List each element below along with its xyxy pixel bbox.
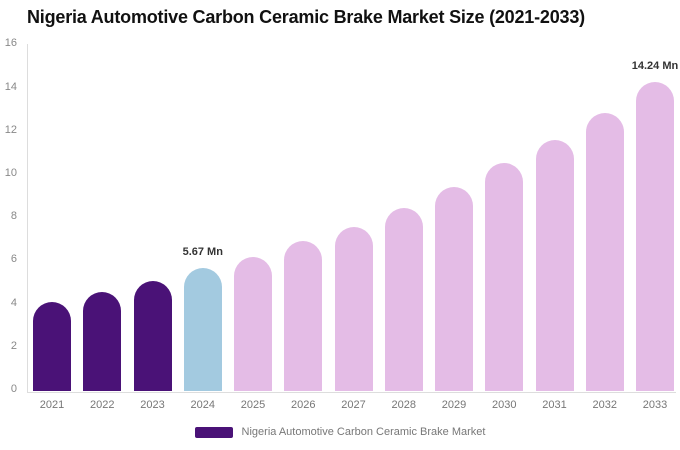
bar-2024 bbox=[183, 268, 222, 391]
x-tick-label-2031: 2031 bbox=[542, 399, 567, 411]
legend-item[interactable]: Nigeria Automotive Carbon Ceramic Brake … bbox=[194, 426, 486, 438]
legend-label: Nigeria Automotive Carbon Ceramic Brake … bbox=[241, 426, 486, 438]
x-tick-label-2025: 2025 bbox=[240, 399, 266, 411]
x-tick-label-2027: 2027 bbox=[341, 399, 366, 411]
bar-2032 bbox=[585, 113, 624, 391]
x-tick-label-2026: 2026 bbox=[291, 399, 316, 411]
bar-2027 bbox=[334, 227, 373, 391]
bar-2023 bbox=[133, 281, 172, 391]
x-axis-line bbox=[27, 392, 676, 393]
y-tick-label: 14 bbox=[4, 80, 17, 93]
bar-2033 bbox=[636, 82, 674, 391]
x-tick-label-2021: 2021 bbox=[39, 399, 65, 411]
bar-2022 bbox=[83, 291, 122, 391]
bar-2021 bbox=[33, 302, 71, 391]
x-tick-label-2029: 2029 bbox=[441, 399, 467, 411]
x-tick-label-2028: 2028 bbox=[391, 399, 416, 411]
x-tick-label-2033: 2033 bbox=[642, 399, 668, 411]
y-tick-label: 2 bbox=[10, 339, 17, 352]
x-tick-label-2032: 2032 bbox=[592, 399, 617, 411]
bar-2031 bbox=[535, 140, 574, 391]
bar-2028 bbox=[384, 207, 423, 391]
y-tick-label: 8 bbox=[10, 210, 17, 223]
y-tick-label: 16 bbox=[4, 37, 17, 50]
bar-2029 bbox=[435, 186, 473, 391]
bar-value-label-2033: 14.24 Mn bbox=[631, 60, 679, 73]
chart-title: Nigeria Automotive Carbon Ceramic Brake … bbox=[27, 7, 585, 27]
x-tick-label-2023: 2023 bbox=[140, 399, 165, 411]
bar-2026 bbox=[284, 241, 323, 391]
y-tick-label: 0 bbox=[10, 383, 17, 395]
x-tick-label-2024: 2024 bbox=[190, 399, 215, 411]
legend-swatch bbox=[194, 426, 233, 438]
x-tick-label-2022: 2022 bbox=[90, 399, 115, 411]
legend: Nigeria Automotive Carbon Ceramic Brake … bbox=[0, 426, 680, 438]
bar-2025 bbox=[234, 256, 272, 391]
y-tick-label: 12 bbox=[4, 123, 17, 136]
y-tick-label: 10 bbox=[4, 167, 17, 179]
y-tick-label: 6 bbox=[10, 253, 17, 266]
bar-value-label-2024: 5.67 Mn bbox=[182, 246, 223, 259]
x-tick-label-2030: 2030 bbox=[492, 399, 517, 411]
y-axis-line bbox=[27, 44, 28, 392]
y-tick-label: 4 bbox=[10, 296, 17, 309]
bar-2030 bbox=[485, 163, 524, 391]
